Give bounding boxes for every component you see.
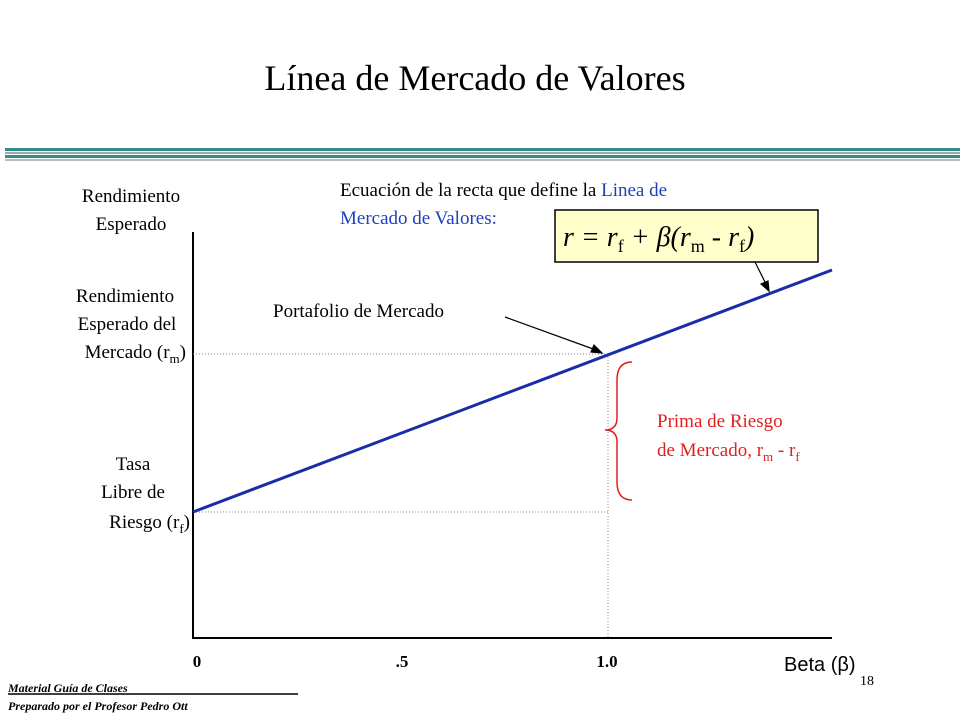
footer-line: Material Guía de Clases [7,681,128,695]
x-tick-label: 0 [193,652,202,671]
page-number: 18 [860,674,874,689]
premium-label: Prima de Riesgo [657,411,783,432]
market-return-label: Mercado (rm) [85,342,186,366]
eq-part: r = r [563,222,618,253]
eq-part: + β(r [624,222,691,253]
sml-line [192,268,833,514]
x-axis-label: Beta (β) [784,654,856,676]
premium-bracket [604,361,633,501]
premium-label: de Mercado, rm - rf [657,440,800,464]
equation-caption: Ecuación de la recta que define la Linea… [340,180,667,201]
header-bars [5,148,960,161]
equation-box [554,209,819,263]
label-part: Mercado (r [85,342,171,363]
label-sub: f [795,449,800,464]
eq-part: - r [705,222,739,253]
market-return-label: Rendimiento [76,286,174,307]
guides [193,353,609,638]
y-axis-label: Esperado [96,214,167,235]
eq-part: ) [743,222,754,253]
label-part: Riesgo (r [109,512,180,533]
x-tick-label: .5 [396,652,409,671]
eq-sub: f [739,236,745,256]
footer-line: Preparado por el Profesor Pedro Ott [8,699,188,713]
label-sub: m [170,351,180,366]
label-part: de Mercado, r [657,440,764,461]
x-tick-label: 1.0 [596,652,617,671]
label-part: - r [773,440,796,461]
caption-highlight: Linea de [601,180,667,201]
label-part: ) [180,342,186,363]
risk-free-label: Riesgo (rf) [109,512,190,536]
equation-caption: Mercado de Valores: [340,208,497,229]
eq-sub: m [691,236,705,256]
risk-free-label: Tasa [116,454,151,475]
label-sub: f [179,521,184,536]
arrows [504,261,770,354]
market-portfolio-label: Portafolio de Mercado [273,301,444,322]
eq-sub: f [618,236,624,256]
y-axis-label: Rendimiento [82,186,180,207]
equation: r = rf + β(rm - rf) [563,222,754,256]
risk-free-label: Libre de [101,482,165,503]
caption-text: Ecuación de la recta que define la [340,180,601,201]
market-return-label: Esperado del [78,314,177,335]
title: Línea de Mercado de Valores [264,58,685,98]
label-sub: m [763,449,773,464]
label-part: ) [184,512,190,533]
axes [192,232,832,639]
